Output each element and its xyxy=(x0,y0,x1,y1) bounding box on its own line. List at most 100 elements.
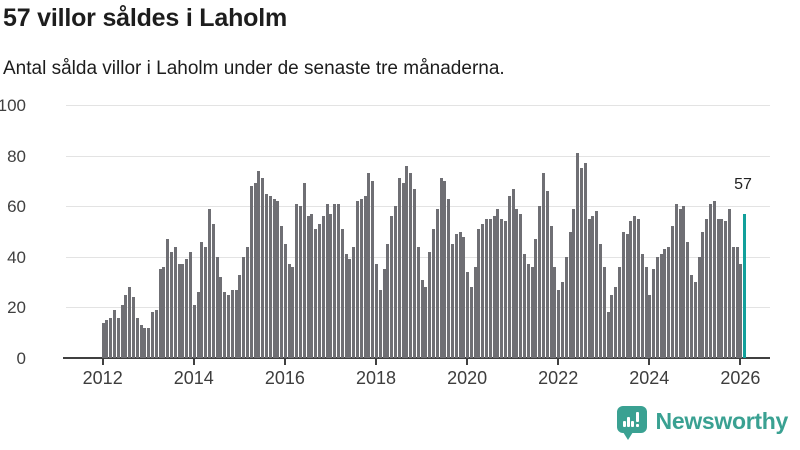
bar xyxy=(192,304,196,358)
bar xyxy=(101,322,105,358)
x-axis-tick-label: 2022 xyxy=(538,368,579,388)
bar xyxy=(545,191,549,358)
bar xyxy=(481,223,485,358)
bar xyxy=(671,226,675,358)
bar xyxy=(268,196,272,358)
bar xyxy=(614,287,618,358)
x-axis-tick xyxy=(648,358,651,365)
x-axis-tick-label: 2018 xyxy=(355,368,397,388)
bar xyxy=(428,251,432,358)
logo-bar-icon xyxy=(630,420,634,427)
bar xyxy=(147,327,151,358)
bar xyxy=(693,282,697,358)
bar xyxy=(337,203,341,358)
bar xyxy=(507,196,511,358)
bar xyxy=(473,266,477,358)
logo-bar-icon xyxy=(622,420,626,427)
bar xyxy=(253,183,257,358)
bar xyxy=(185,259,189,358)
x-axis-tick-label: 2024 xyxy=(629,368,670,388)
bar xyxy=(291,266,295,358)
y-axis-tick-label: 0 xyxy=(16,349,26,368)
brand-name: Newsworthy xyxy=(655,407,789,434)
bar xyxy=(196,292,200,358)
bar xyxy=(447,198,451,358)
bar xyxy=(424,287,428,358)
bar xyxy=(450,244,454,358)
bar xyxy=(697,256,701,358)
bar xyxy=(226,294,230,358)
bar xyxy=(720,218,724,358)
bar xyxy=(166,239,170,358)
bar xyxy=(215,256,219,358)
bar xyxy=(496,208,500,358)
bar xyxy=(170,251,174,358)
bar xyxy=(120,304,124,358)
x-axis-tick-label: 2012 xyxy=(82,368,123,388)
bar xyxy=(299,206,303,358)
bar xyxy=(648,294,652,358)
bar xyxy=(534,239,538,358)
bar xyxy=(420,279,424,358)
y-axis-tick-label: 80 xyxy=(7,146,26,166)
x-axis-tick xyxy=(101,358,104,365)
bar xyxy=(154,309,158,358)
bar xyxy=(731,246,735,358)
bar xyxy=(462,236,466,358)
logo-exclamation-icon xyxy=(635,411,639,422)
bar xyxy=(230,289,234,358)
bar xyxy=(686,241,690,358)
bar xyxy=(542,173,546,358)
y-axis-tick-label: 60 xyxy=(7,197,26,217)
bar xyxy=(238,274,242,358)
y-axis-tick-label: 40 xyxy=(7,247,26,267)
bar xyxy=(705,218,709,358)
x-axis-tick-label: 2014 xyxy=(173,368,214,388)
bar xyxy=(276,201,280,358)
gridline xyxy=(66,105,770,106)
gridline xyxy=(66,206,770,208)
bar xyxy=(386,244,390,358)
bar xyxy=(105,320,109,358)
bar xyxy=(124,294,128,358)
bar xyxy=(576,153,580,358)
bar xyxy=(469,287,473,358)
bar xyxy=(659,254,663,358)
sold-villas-chart: 57 villor såldes i Laholm Antal sålda vi… xyxy=(0,4,770,388)
bar xyxy=(735,246,739,358)
bar xyxy=(568,231,572,358)
bar xyxy=(564,256,568,358)
bar xyxy=(443,180,447,358)
bar xyxy=(257,170,261,358)
bar xyxy=(530,266,534,358)
bar xyxy=(333,203,337,358)
bar xyxy=(538,206,542,358)
bar xyxy=(158,269,162,358)
bar xyxy=(633,216,637,358)
bar xyxy=(674,203,678,358)
bar xyxy=(264,193,268,358)
bar xyxy=(663,249,667,358)
bar xyxy=(515,208,519,358)
bar xyxy=(352,246,356,358)
bar xyxy=(606,312,610,358)
bar xyxy=(712,201,716,358)
x-axis-tick xyxy=(283,358,286,365)
bar xyxy=(314,228,318,358)
bar xyxy=(287,264,291,358)
bar xyxy=(485,218,489,358)
chart-subtitle: Antal sålda villor i Laholm under de sen… xyxy=(3,58,505,79)
newsworthy-branding: Newsworthy xyxy=(616,402,789,442)
bar xyxy=(488,218,492,358)
bar xyxy=(375,264,378,358)
bar xyxy=(219,277,223,358)
bar xyxy=(629,221,633,358)
bar xyxy=(435,208,439,358)
bar xyxy=(261,178,265,358)
logo-bar-icon xyxy=(626,416,630,427)
bar xyxy=(682,206,686,358)
bar xyxy=(739,264,743,358)
bar xyxy=(724,221,728,358)
bar xyxy=(173,246,177,358)
bar xyxy=(477,228,481,358)
